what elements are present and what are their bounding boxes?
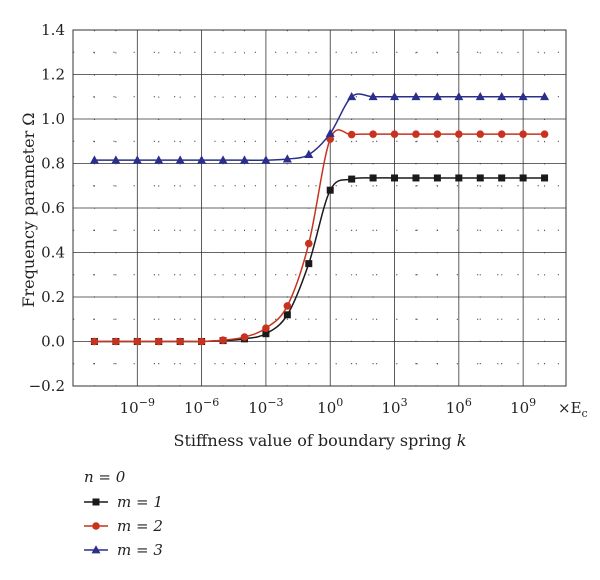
data-point	[197, 337, 206, 346]
data-point	[390, 91, 400, 101]
legend: n = 0 m = 1 m = 2 m = 3	[84, 468, 163, 559]
y-axis-label: Frequency parameter Ω	[19, 112, 38, 307]
x-axis-label: Stiffness value of boundary spring k	[174, 431, 467, 450]
data-point	[476, 130, 485, 138]
data-point	[176, 337, 184, 346]
data-point	[432, 91, 442, 101]
y-tick-label: −0.2	[29, 377, 65, 395]
y-tick-label: 0.6	[41, 199, 65, 217]
data-point	[305, 260, 313, 268]
data-point	[519, 174, 527, 182]
legend-label: m = 3	[117, 541, 163, 559]
series-line	[94, 177, 545, 343]
data-point	[390, 130, 399, 138]
data-point	[498, 174, 506, 182]
data-point	[133, 337, 142, 346]
data-point	[325, 128, 335, 137]
x-tick-label: 10−9	[120, 396, 155, 417]
series-3	[89, 91, 550, 164]
y-axis-ticks: 1.4 1.2 1.0 0.8 0.6 0.4 0.2 0.0 −0.2	[29, 21, 65, 395]
x-tick-label: 10−6	[184, 396, 219, 417]
data-point	[262, 324, 270, 332]
data-point	[540, 130, 549, 138]
data-point	[111, 155, 121, 164]
legend-title: n = 0	[84, 468, 126, 486]
data-point	[304, 239, 313, 248]
x-tick-label: 103	[381, 396, 407, 417]
data-point	[219, 336, 227, 344]
x-tick-label: 106	[446, 396, 472, 417]
data-point	[476, 174, 484, 182]
data-point	[112, 337, 120, 346]
data-point	[348, 175, 356, 183]
y-tick-label: 0.8	[41, 155, 65, 173]
data-point	[90, 337, 99, 346]
legend-label: m = 2	[117, 517, 163, 535]
data-point	[347, 91, 357, 101]
data-point	[197, 155, 207, 164]
data-point	[540, 91, 550, 101]
series-layer	[89, 91, 550, 346]
data-point	[541, 174, 549, 182]
series-2	[90, 129, 549, 346]
data-point	[412, 174, 420, 182]
data-point	[239, 155, 249, 164]
data-point	[89, 155, 99, 164]
data-point	[391, 174, 399, 182]
data-point	[518, 91, 528, 101]
data-point	[433, 130, 442, 138]
data-point	[368, 91, 378, 101]
legend-item: m = 1	[84, 493, 163, 511]
plot-frame	[72, 29, 567, 387]
x-tick-label: 10−3	[248, 396, 283, 417]
data-point	[326, 186, 334, 194]
data-point	[240, 333, 249, 341]
data-point	[132, 155, 142, 164]
data-point	[154, 155, 164, 164]
data-point	[455, 174, 463, 182]
x-axis-unit: ×Ec	[558, 399, 588, 420]
y-tick-label: 0.0	[41, 333, 65, 351]
data-point	[433, 174, 441, 182]
y-tick-label: 1.4	[41, 21, 65, 39]
data-point	[412, 130, 420, 138]
y-tick-label: 0.2	[41, 288, 65, 306]
data-point	[519, 130, 527, 138]
series-1	[90, 174, 549, 345]
x-tick-label: 100	[317, 396, 343, 417]
data-point	[282, 154, 292, 163]
y-tick-label: 0.4	[41, 244, 65, 262]
data-point	[497, 91, 507, 101]
data-point	[261, 155, 271, 164]
data-point	[475, 91, 485, 101]
y-tick-label: 1.0	[41, 110, 65, 128]
data-point	[369, 130, 377, 138]
data-point	[262, 330, 270, 338]
legend-item: m = 3	[84, 541, 163, 559]
data-point	[283, 302, 292, 310]
data-point	[347, 130, 356, 139]
legend-marker	[91, 545, 101, 554]
data-point	[454, 91, 464, 101]
legend-label: m = 1	[117, 493, 163, 511]
series-line	[94, 93, 545, 161]
data-point	[154, 337, 163, 346]
legend-marker	[92, 522, 100, 530]
data-point	[175, 155, 185, 164]
data-point	[455, 130, 463, 138]
series-line	[94, 129, 545, 343]
y-tick-label: 1.2	[41, 66, 65, 84]
x-tick-label: 109	[510, 396, 536, 417]
grid	[73, 29, 566, 387]
data-point	[304, 149, 314, 158]
data-point	[218, 155, 228, 164]
legend-marker	[92, 498, 100, 506]
data-point	[283, 311, 291, 319]
data-point	[497, 130, 506, 138]
data-point	[411, 91, 421, 101]
x-axis-ticks: 10−9 10−6 10−3 100 103 106 109	[120, 396, 537, 417]
data-point	[369, 174, 377, 182]
legend-item: m = 2	[84, 517, 163, 535]
